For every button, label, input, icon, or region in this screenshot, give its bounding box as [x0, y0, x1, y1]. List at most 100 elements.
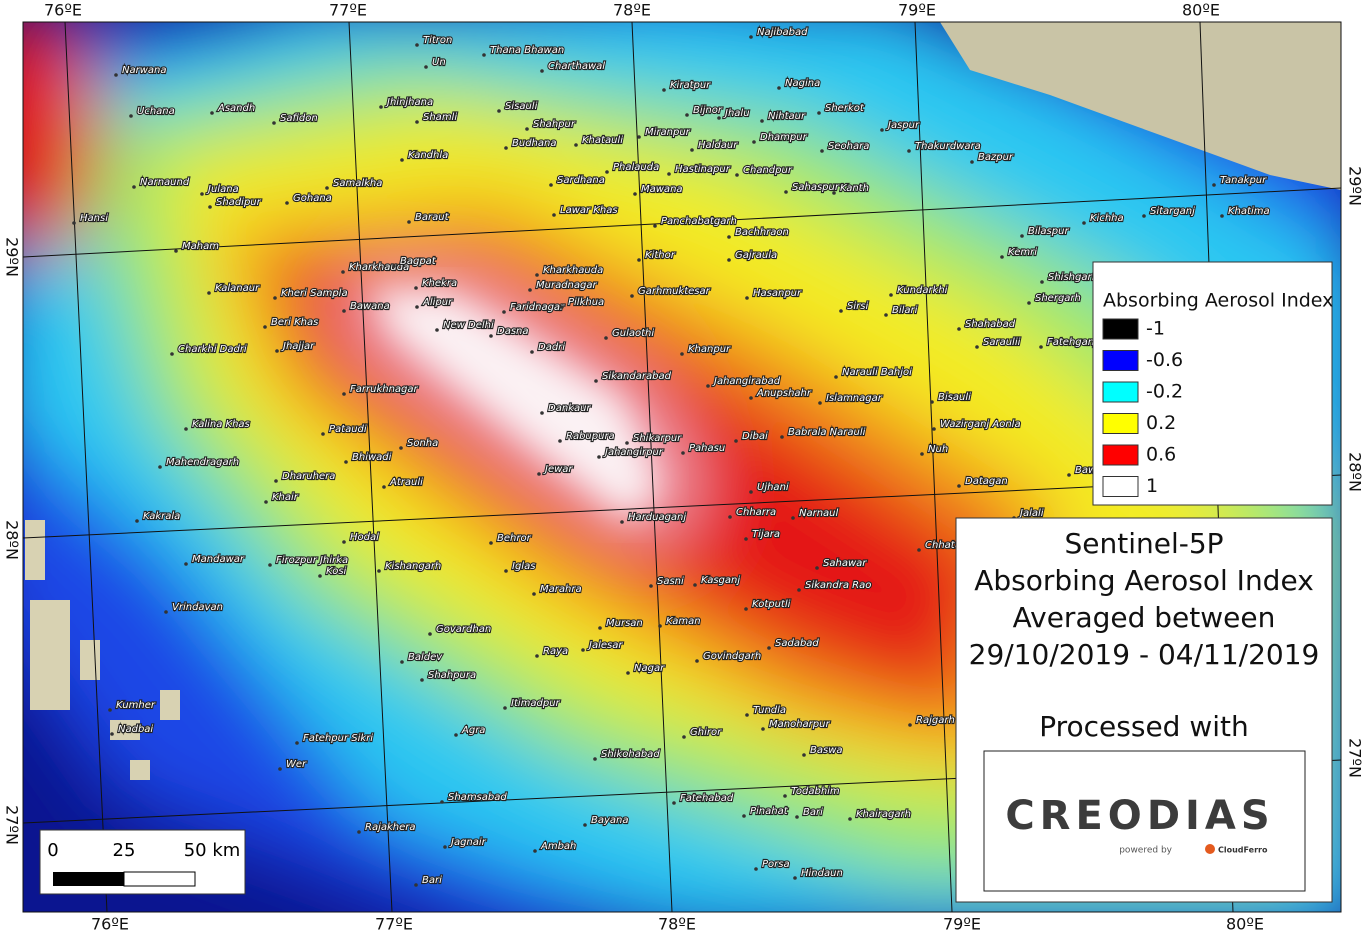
- city-label: Kundarkhi: [897, 285, 948, 296]
- city-label: Dasna: [497, 326, 529, 337]
- city-label: Shergarh: [1035, 293, 1081, 304]
- city-label: Bachhraon: [735, 227, 789, 238]
- city-dot: [400, 158, 404, 162]
- city-label: Shamsabad: [448, 792, 507, 803]
- city-dot: [744, 607, 748, 611]
- city-dot: [752, 140, 756, 144]
- city-dot: [932, 427, 936, 431]
- city-dot: [884, 313, 888, 317]
- city-dot: [797, 588, 801, 592]
- city-dot: [815, 566, 819, 570]
- city-dot: [626, 671, 630, 675]
- city-dot: [170, 352, 174, 356]
- city-dot: [357, 830, 361, 834]
- city-label: Dibai: [742, 431, 768, 442]
- city-label: Bazpur: [978, 152, 1014, 163]
- city-label: Ghiror: [690, 727, 722, 738]
- city-dot: [184, 562, 188, 566]
- city-label: Sitarganj: [1150, 206, 1195, 217]
- city-label: Datagan: [965, 476, 1008, 487]
- legend-items: -1 -0.6 -0.2 0.2 0.6 1: [1102, 318, 1183, 497]
- city-label: Jhajjar: [281, 341, 315, 352]
- city-dot: [791, 516, 795, 520]
- city-label: Jalesar: [587, 640, 623, 651]
- city-dot: [754, 867, 758, 871]
- city-label: Dankaur: [548, 403, 591, 414]
- city-dot: [745, 296, 749, 300]
- city-dot: [848, 817, 852, 821]
- city-label: Dhampur: [760, 132, 808, 143]
- city-label: Marahra: [540, 584, 582, 595]
- city-dot: [208, 205, 212, 209]
- city-dot: [658, 624, 662, 628]
- city-dot: [780, 435, 784, 439]
- city-label: Hansi: [80, 213, 108, 224]
- city-label: Pinahat: [750, 806, 789, 817]
- city-label: Mawana: [641, 184, 683, 195]
- city-label: Jhalu: [723, 108, 750, 119]
- city-label: Kaman: [666, 616, 701, 627]
- city-label: Bari: [422, 875, 442, 886]
- city-dot: [210, 111, 214, 115]
- city-label: Nuh: [928, 444, 948, 455]
- city-dot: [535, 654, 539, 658]
- city-dot: [957, 327, 961, 331]
- city-label: Sasni: [657, 576, 684, 587]
- city-label: Phalauda: [613, 162, 659, 173]
- city-label: Tijara: [752, 529, 780, 540]
- city-dot: [158, 465, 162, 469]
- city-dot: [533, 849, 537, 853]
- city-label: Babrala Narauli: [788, 427, 866, 438]
- city-label: Ambah: [540, 841, 576, 852]
- city-dot: [424, 65, 428, 69]
- city-dot: [672, 801, 676, 805]
- city-label: Charthawal: [548, 61, 605, 72]
- city-dot: [727, 235, 731, 239]
- city-label: Kharkhauda: [349, 262, 409, 273]
- city-dot: [907, 149, 911, 153]
- city-dot: [727, 258, 731, 262]
- city-label: Jahangirpur: [603, 447, 664, 458]
- city-dot: [908, 723, 912, 727]
- city-dot: [695, 659, 699, 663]
- city-label: Baswa: [810, 745, 843, 756]
- city-dot: [667, 172, 671, 176]
- city-dot: [272, 121, 276, 125]
- city-label: Kichha: [1090, 213, 1124, 224]
- city-label: Behror: [497, 533, 532, 544]
- city-label: Kumher: [116, 700, 156, 711]
- city-dot: [184, 427, 188, 431]
- city-dot: [680, 352, 684, 356]
- city-label: Sahawar: [823, 558, 867, 569]
- city-dot: [597, 455, 601, 459]
- city-dot: [532, 592, 536, 596]
- city-dot: [605, 170, 609, 174]
- city-dot: [1040, 280, 1044, 284]
- city-label: Mandawar: [192, 554, 245, 565]
- city-dot: [802, 753, 806, 757]
- city-label: Garhmuktesar: [638, 286, 711, 297]
- city-label: Alipur: [422, 297, 453, 308]
- scale-label: 0: [47, 840, 58, 861]
- city-dot: [263, 325, 267, 329]
- city-dot: [633, 192, 637, 196]
- city-dot: [502, 310, 506, 314]
- city-label: Sisauli: [505, 101, 538, 112]
- city-dot: [820, 149, 824, 153]
- city-dot: [735, 173, 739, 177]
- legend-label: -0.6: [1146, 349, 1183, 371]
- city-label: Manoharpur: [769, 719, 830, 730]
- city-label: Anupshahr: [756, 388, 812, 399]
- city-dot: [783, 794, 787, 798]
- city-label: Nihtaur: [768, 111, 806, 122]
- city-dot: [497, 109, 501, 113]
- city-label: Nadbai: [118, 724, 153, 735]
- city-dot: [454, 733, 458, 737]
- scale-label: 25: [113, 840, 136, 861]
- city-dot: [325, 186, 329, 190]
- map-frame: [22, 21, 1342, 913]
- city-label: Rabupura: [566, 431, 615, 442]
- city-label: New Delhi: [443, 320, 494, 331]
- city-label: Sonha: [407, 438, 438, 449]
- city-dot: [503, 706, 507, 710]
